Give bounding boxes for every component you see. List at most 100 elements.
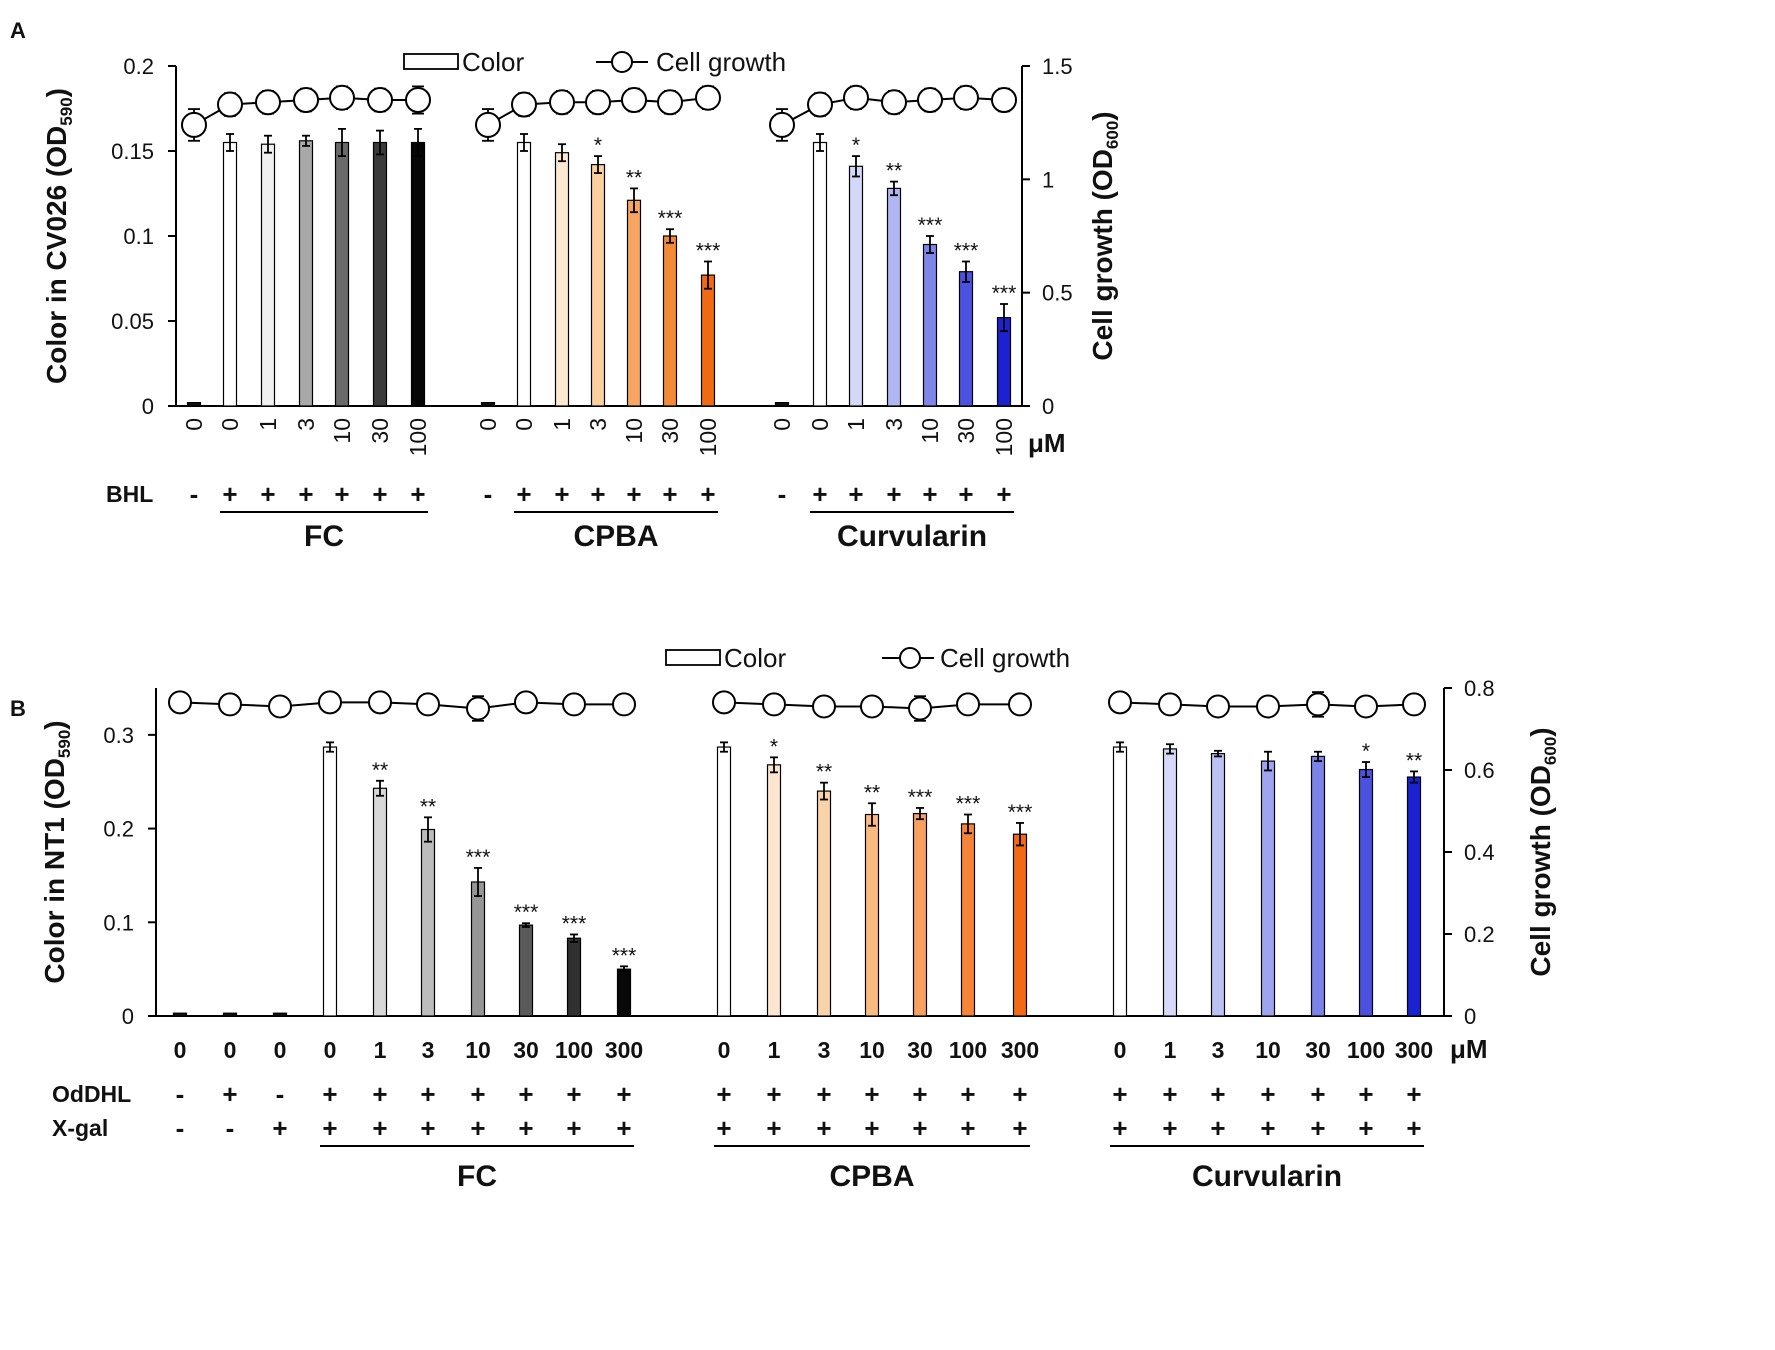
panel-a-y2tick-label: 0.5 [1042,281,1073,306]
panel-a-group-1-bar [298,140,314,407]
panel-a-group-2-bar [480,402,496,407]
panel-b-group-2-significance-label: ** [864,781,880,804]
panel-b-group-1-growth-point [514,690,538,715]
panel-b-group-3-row-symbol: + [1210,1079,1225,1109]
panel-a-group-3-name-label: Curvularin [837,520,987,553]
panel-b-ytick-label: 0.3 [103,723,134,748]
panel-a-legend-line-label: Cell growth [656,47,786,77]
panel-a-group-2-row-symbol: + [700,479,715,509]
panel-b-row-label: OdDHL [52,1081,131,1107]
panel-a-group-2-growth-point [511,91,537,118]
panel-a-y2tick-label: 1 [1042,167,1054,192]
panel-a-group-1-concentration-label: 0 [217,418,243,431]
panel-a-group-3-bar [848,165,864,407]
panel-b-group-1-row-symbol: + [566,1079,581,1109]
panel-a-group-1-row-symbol: + [334,479,349,509]
panel-b-group-1-concentration-label: 0 [324,1037,337,1063]
panel-b-group-1-bar [272,1012,288,1017]
panel-b-group-1-concentration-label: 10 [465,1037,491,1063]
panel-b-group-3-row-symbol: + [1358,1113,1373,1143]
panel-b-group-2-row-symbol: + [912,1079,927,1109]
panel-b-group-1-significance-label: ** [372,759,388,782]
panel-b-y2tick-label: 0.6 [1464,758,1495,783]
panel-a-group-3-growth-point [769,111,795,138]
panel-a-y2tick-label: 1.5 [1042,54,1073,79]
panel-a-group-1-concentration-label: 100 [405,418,431,456]
panel-b-group-2-bar [1012,833,1028,1017]
panel-a-group-2-row-symbol: + [516,479,531,509]
panel-b-group-1-growth-point [368,690,392,715]
panel-b-group-3-name-label: Curvularin [1192,1160,1342,1193]
panel-b-group-3-bar [1406,776,1422,1017]
panel-a-legend-bar-swatch [403,53,459,70]
panel-b-group-1-bar [518,924,534,1017]
panel-b-group-2-significance-label: *** [908,786,933,809]
panel-a-y-axis-title: Color in CV026 (OD590) [41,88,76,384]
panel-b-group-1-row-symbol: + [470,1113,485,1143]
panel-a-group-3-concentration-label: 100 [991,418,1017,456]
panel-b-group-3-concentration-label: 300 [1395,1037,1433,1063]
panel-a-group-3-bar [886,187,902,407]
panel-b-group-2-growth-point [1008,692,1032,717]
panel-a-label: A [10,18,26,43]
panel-a-group-2-significance-label: *** [696,240,721,263]
panel-b-group-2-bar [716,746,732,1017]
panel-b-unit-label: μM [1450,1034,1488,1064]
panel-b-group-3-row-symbol: + [1112,1079,1127,1109]
panel-a-group-2-row-symbol: + [626,479,641,509]
panel-b-group-1-row-symbol: + [322,1079,337,1109]
panel-b-group-1-significance-label: ** [420,795,436,818]
panel-b-group-2-growth-point [860,694,884,719]
panel-b-group-1-growth-point [268,694,292,719]
panel-b-group-2-concentration-label: 1 [768,1037,781,1063]
panel-a-ytick-label: 0.05 [111,309,154,334]
panel-b-group-1-growth-point [562,692,586,717]
panel-b-legend-marker-swatch [899,647,921,669]
panel-b-group-3-concentration-label: 10 [1255,1037,1281,1063]
panel-a-group-2-concentration-label: 30 [657,418,683,444]
panel-b: B 0 0.1 0.2 0.3 0 0.2 0.4 0.6 0.8 Color in NT1 (O… [10,643,1560,1193]
panel-a-group-3-bar [958,271,974,407]
panel-b-group-1-bar [420,828,436,1017]
panel-b-group-2-growth-point [812,694,836,719]
panel-b-group-1-significance-label: *** [514,901,539,924]
panel-b-group-1-significance-label: *** [466,846,491,869]
panel-b-group-1-row-symbol: - [226,1113,235,1143]
panel-a: A 0 0.05 0.1 0.15 0.2 0 0.5 1 1.5 Color in CV026 … [10,18,1122,553]
panel-a-y2-axis-title: Cell growth (OD600) [1087,111,1122,360]
panel-b-group-3-row-symbol: + [1310,1113,1325,1143]
panel-b-group-1-growth-point [612,692,636,717]
panel-b-group-1-row-symbol: + [420,1113,435,1143]
panel-b-y2tick-label: 0.2 [1464,922,1495,947]
panel-b-group-2-concentration-label: 300 [1001,1037,1039,1063]
panel-b-group-3-concentration-label: 3 [1212,1037,1225,1063]
panel-a-group-2-bar [590,164,606,407]
panel-a-group-1-bar [260,143,276,407]
panel-b-group-2-row-symbol: + [960,1079,975,1109]
panel-a-group-2-bar [554,152,570,407]
panel-b-group-1-row-symbol: + [372,1079,387,1109]
panel-b-group-2-row-symbol: + [816,1079,831,1109]
panel-a-group-3-growth-point [991,87,1017,113]
panel-b-group-1-name-label: FC [457,1160,497,1193]
panel-b-group-3-growth-point [1158,692,1182,717]
panel-b-group-1-concentration-label: 300 [605,1037,643,1063]
panel-b-group-2-growth-point [908,696,932,721]
panel-a-group-1-growth-point [367,87,393,113]
panel-b-group-1-concentration-label: 30 [513,1037,539,1063]
panel-b-group-1-growth-point [218,692,242,717]
panel-a-group-3-row-symbol: + [958,479,973,509]
panel-a-group-2-bar [662,235,678,407]
panel-b-group-3-significance-label: ** [1406,749,1422,772]
panel-a-group-1-row-symbol: + [410,479,425,509]
panel-a-group-1-bar [222,141,238,407]
panel-a-group-3-concentration-label: 0 [769,418,795,431]
panel-b-group-1-row-symbol: + [566,1113,581,1143]
panel-a-y2tick-label: 0 [1042,394,1054,419]
panel-b-y2tick-label: 0 [1464,1004,1476,1029]
panel-a-group-1-row-symbol: - [190,479,199,509]
panel-a-group-1-concentration-label: 3 [293,418,319,431]
panel-b-group-1-significance-label: *** [562,912,587,935]
panel-a-group-2-concentration-label: 0 [511,418,537,431]
